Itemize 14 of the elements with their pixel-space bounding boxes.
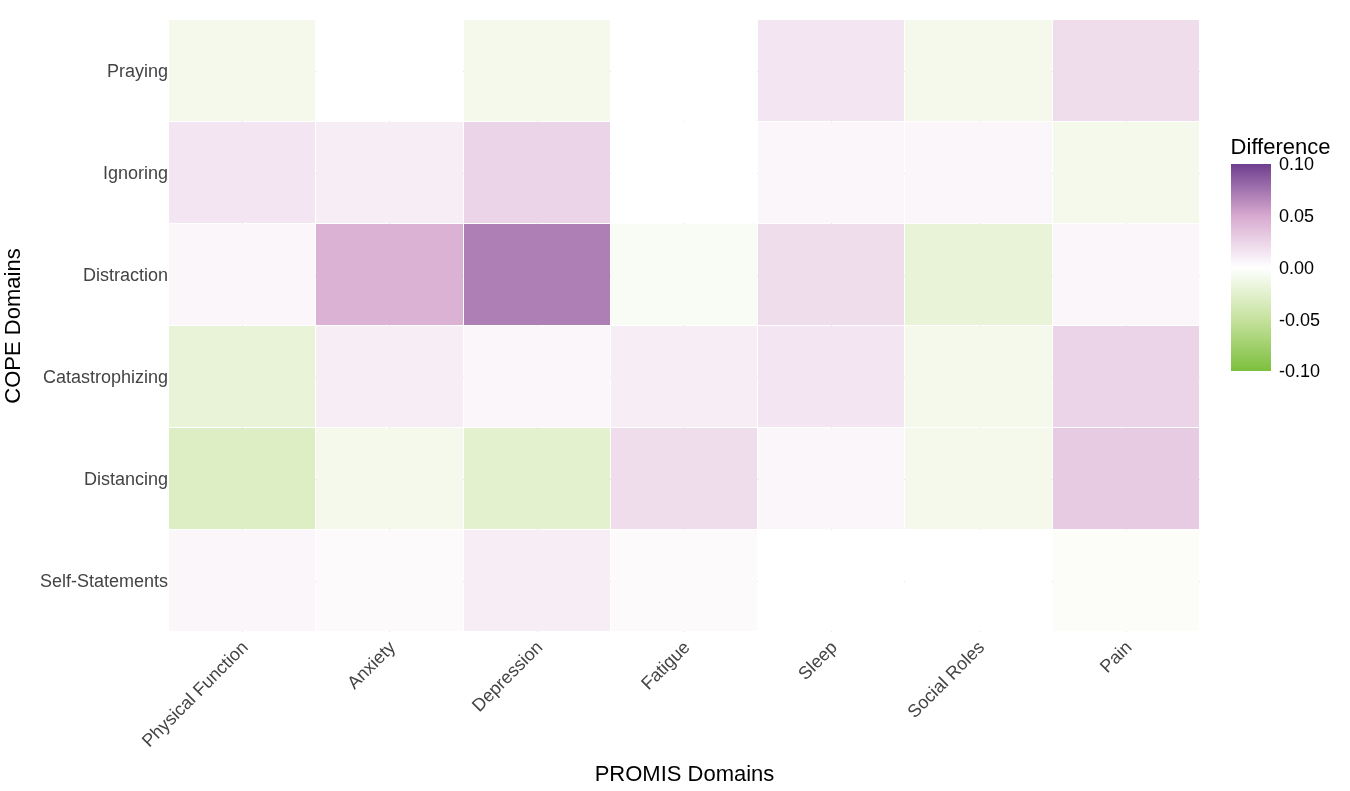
x-tick-label: Pain (1095, 637, 1136, 677)
y-tick-label: Distancing (83, 469, 168, 490)
y-tick-label: Praying (106, 61, 168, 82)
color-bar-label: -0.10 (1279, 361, 1321, 382)
color-bar-label: -0.05 (1279, 309, 1321, 330)
y-tick-label: Ignoring (102, 163, 168, 184)
y-axis-title: COPE Domains (0, 248, 25, 404)
y-tick-label: Distraction (82, 265, 168, 286)
color-bar-label: 0.10 (1279, 154, 1315, 175)
color-bar-label: 0.00 (1279, 257, 1315, 278)
y-tick-label: Catastrophizing (42, 367, 168, 388)
color-bar-label: 0.05 (1279, 206, 1315, 227)
x-axis-title: PROMIS Domains (594, 760, 775, 786)
y-tick-label: Self-Statements (39, 571, 168, 592)
